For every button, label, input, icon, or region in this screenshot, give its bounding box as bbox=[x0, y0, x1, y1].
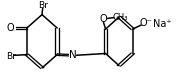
Text: O: O bbox=[99, 14, 107, 24]
Bar bbox=[141, 21, 152, 25]
Bar bbox=[69, 53, 76, 58]
Bar bbox=[99, 17, 107, 22]
Text: Br: Br bbox=[6, 52, 16, 61]
Text: Na⁺: Na⁺ bbox=[153, 19, 171, 29]
Text: O: O bbox=[6, 23, 14, 33]
Bar bbox=[36, 5, 49, 8]
Bar bbox=[5, 56, 18, 59]
Text: N: N bbox=[69, 50, 77, 60]
Text: Br: Br bbox=[38, 1, 48, 10]
Text: CH₃: CH₃ bbox=[112, 13, 128, 22]
Text: O⁻: O⁻ bbox=[139, 18, 152, 28]
Bar bbox=[7, 26, 16, 30]
